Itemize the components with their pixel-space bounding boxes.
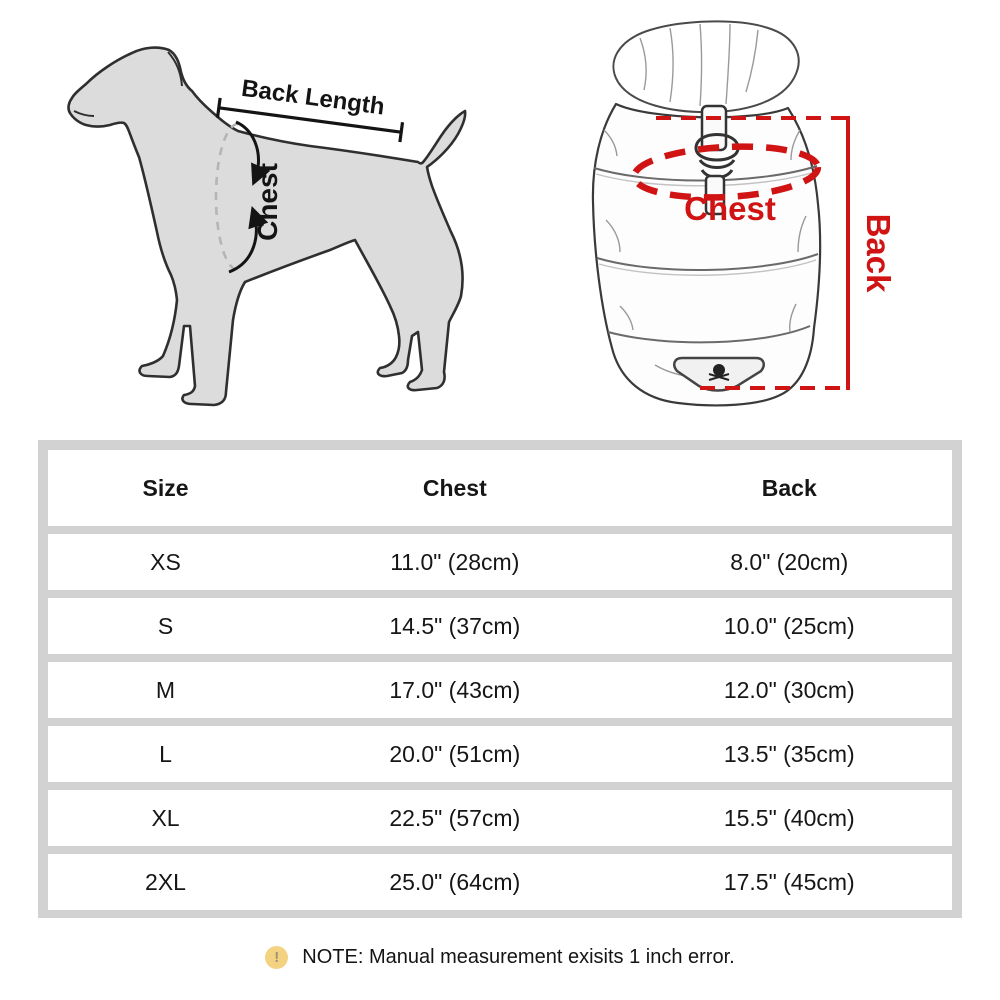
dog-mouth-line [73,110,95,117]
vest-wrinkle [797,215,807,253]
note-text: NOTE: Manual measurement exisits 1 inch … [302,946,735,968]
skull-icon [713,364,725,376]
cell-back: 15.5" (40cm) [723,804,855,831]
collar-fold [699,23,703,107]
vest-collar [612,20,800,114]
cell-back: 8.0" (20cm) [730,548,849,575]
dog-ear-fold-line [167,51,183,87]
cell-chest: 22.5" (57cm) [389,804,521,831]
collar-fold [725,23,731,105]
header-size: Size [142,474,189,501]
size-table-body: XS 11.0" (28cm) 8.0" (20cm) S 14.5" (37c… [48,534,952,910]
vest-seam-middle [596,253,819,271]
chest-girth-arrow-up [228,206,269,274]
cell-size: XL [151,804,180,831]
dog-chest-label: Chest [252,163,283,241]
collar-fold [669,27,674,103]
chest-girth-arrow-down [235,120,271,186]
collar-fold [639,37,647,91]
vest-strap-upper [700,104,728,152]
header-chest: Chest [422,474,487,501]
cell-back: 17.5" (45cm) [723,868,855,895]
cell-chest: 17.0" (43cm) [389,676,521,703]
vest-wrinkle [605,219,621,253]
vest-seam-middle-echo [598,259,817,276]
vest-body [591,102,822,407]
vest-wrinkle [790,129,801,161]
vest-wrinkle [789,303,797,333]
table-row: XS 11.0" (28cm) 8.0" (20cm) [48,534,952,590]
cell-chest: 11.0" (28cm) [390,548,520,575]
cell-chest: 20.0" (51cm) [389,740,521,767]
size-table: Size Chest Back XS 11.0" (28cm) 8.0" (20… [38,440,962,918]
cell-back: 10.0" (25cm) [723,612,855,639]
table-header-row: Size Chest Back [48,450,952,526]
back-length-measure: Back Length [215,75,405,143]
cell-size: 2XL [145,868,186,895]
vest-seam-bottom [607,325,811,344]
cell-chest: 14.5" (37cm) [389,612,521,639]
vest-chest-girth-ellipse [630,143,822,201]
chest-girth-dashed-arc [214,122,239,272]
skull-crossbones [708,373,730,381]
cell-size: M [155,676,176,703]
exclamation-icon: ! [265,946,289,969]
vest-chest-label: Chest [684,190,776,227]
table-row: S 14.5" (37cm) 10.0" (25cm) [48,598,952,654]
dog-measurement-diagram: Chest Back Length [67,46,467,407]
collar-fold [745,29,759,93]
table-row: 2XL 25.0" (64cm) 17.5" (45cm) [48,854,952,910]
cell-size: L [159,740,172,767]
note-bar: ! NOTE: Manual measurement exisits 1 inc… [0,946,1000,969]
table-row: M 17.0" (43cm) 12.0" (30cm) [48,662,952,718]
cell-chest: 25.0" (64cm) [389,868,521,895]
vest-wrinkle [603,129,618,157]
cell-back: 13.5" (35cm) [723,740,855,767]
vest-d-ring-inner [698,159,736,169]
cell-size: S [157,612,174,639]
vest-diagram: Chest Back [591,20,897,407]
cell-size: XS [150,548,181,575]
table-row: XL 22.5" (57cm) 15.5" (40cm) [48,790,952,846]
vest-back-label: Back [860,214,897,294]
vest-wrinkle [619,305,634,331]
table-row: L 20.0" (51cm) 13.5" (35cm) [48,726,952,782]
cell-back: 12.0" (30cm) [723,676,855,703]
header-back: Back [761,474,817,501]
